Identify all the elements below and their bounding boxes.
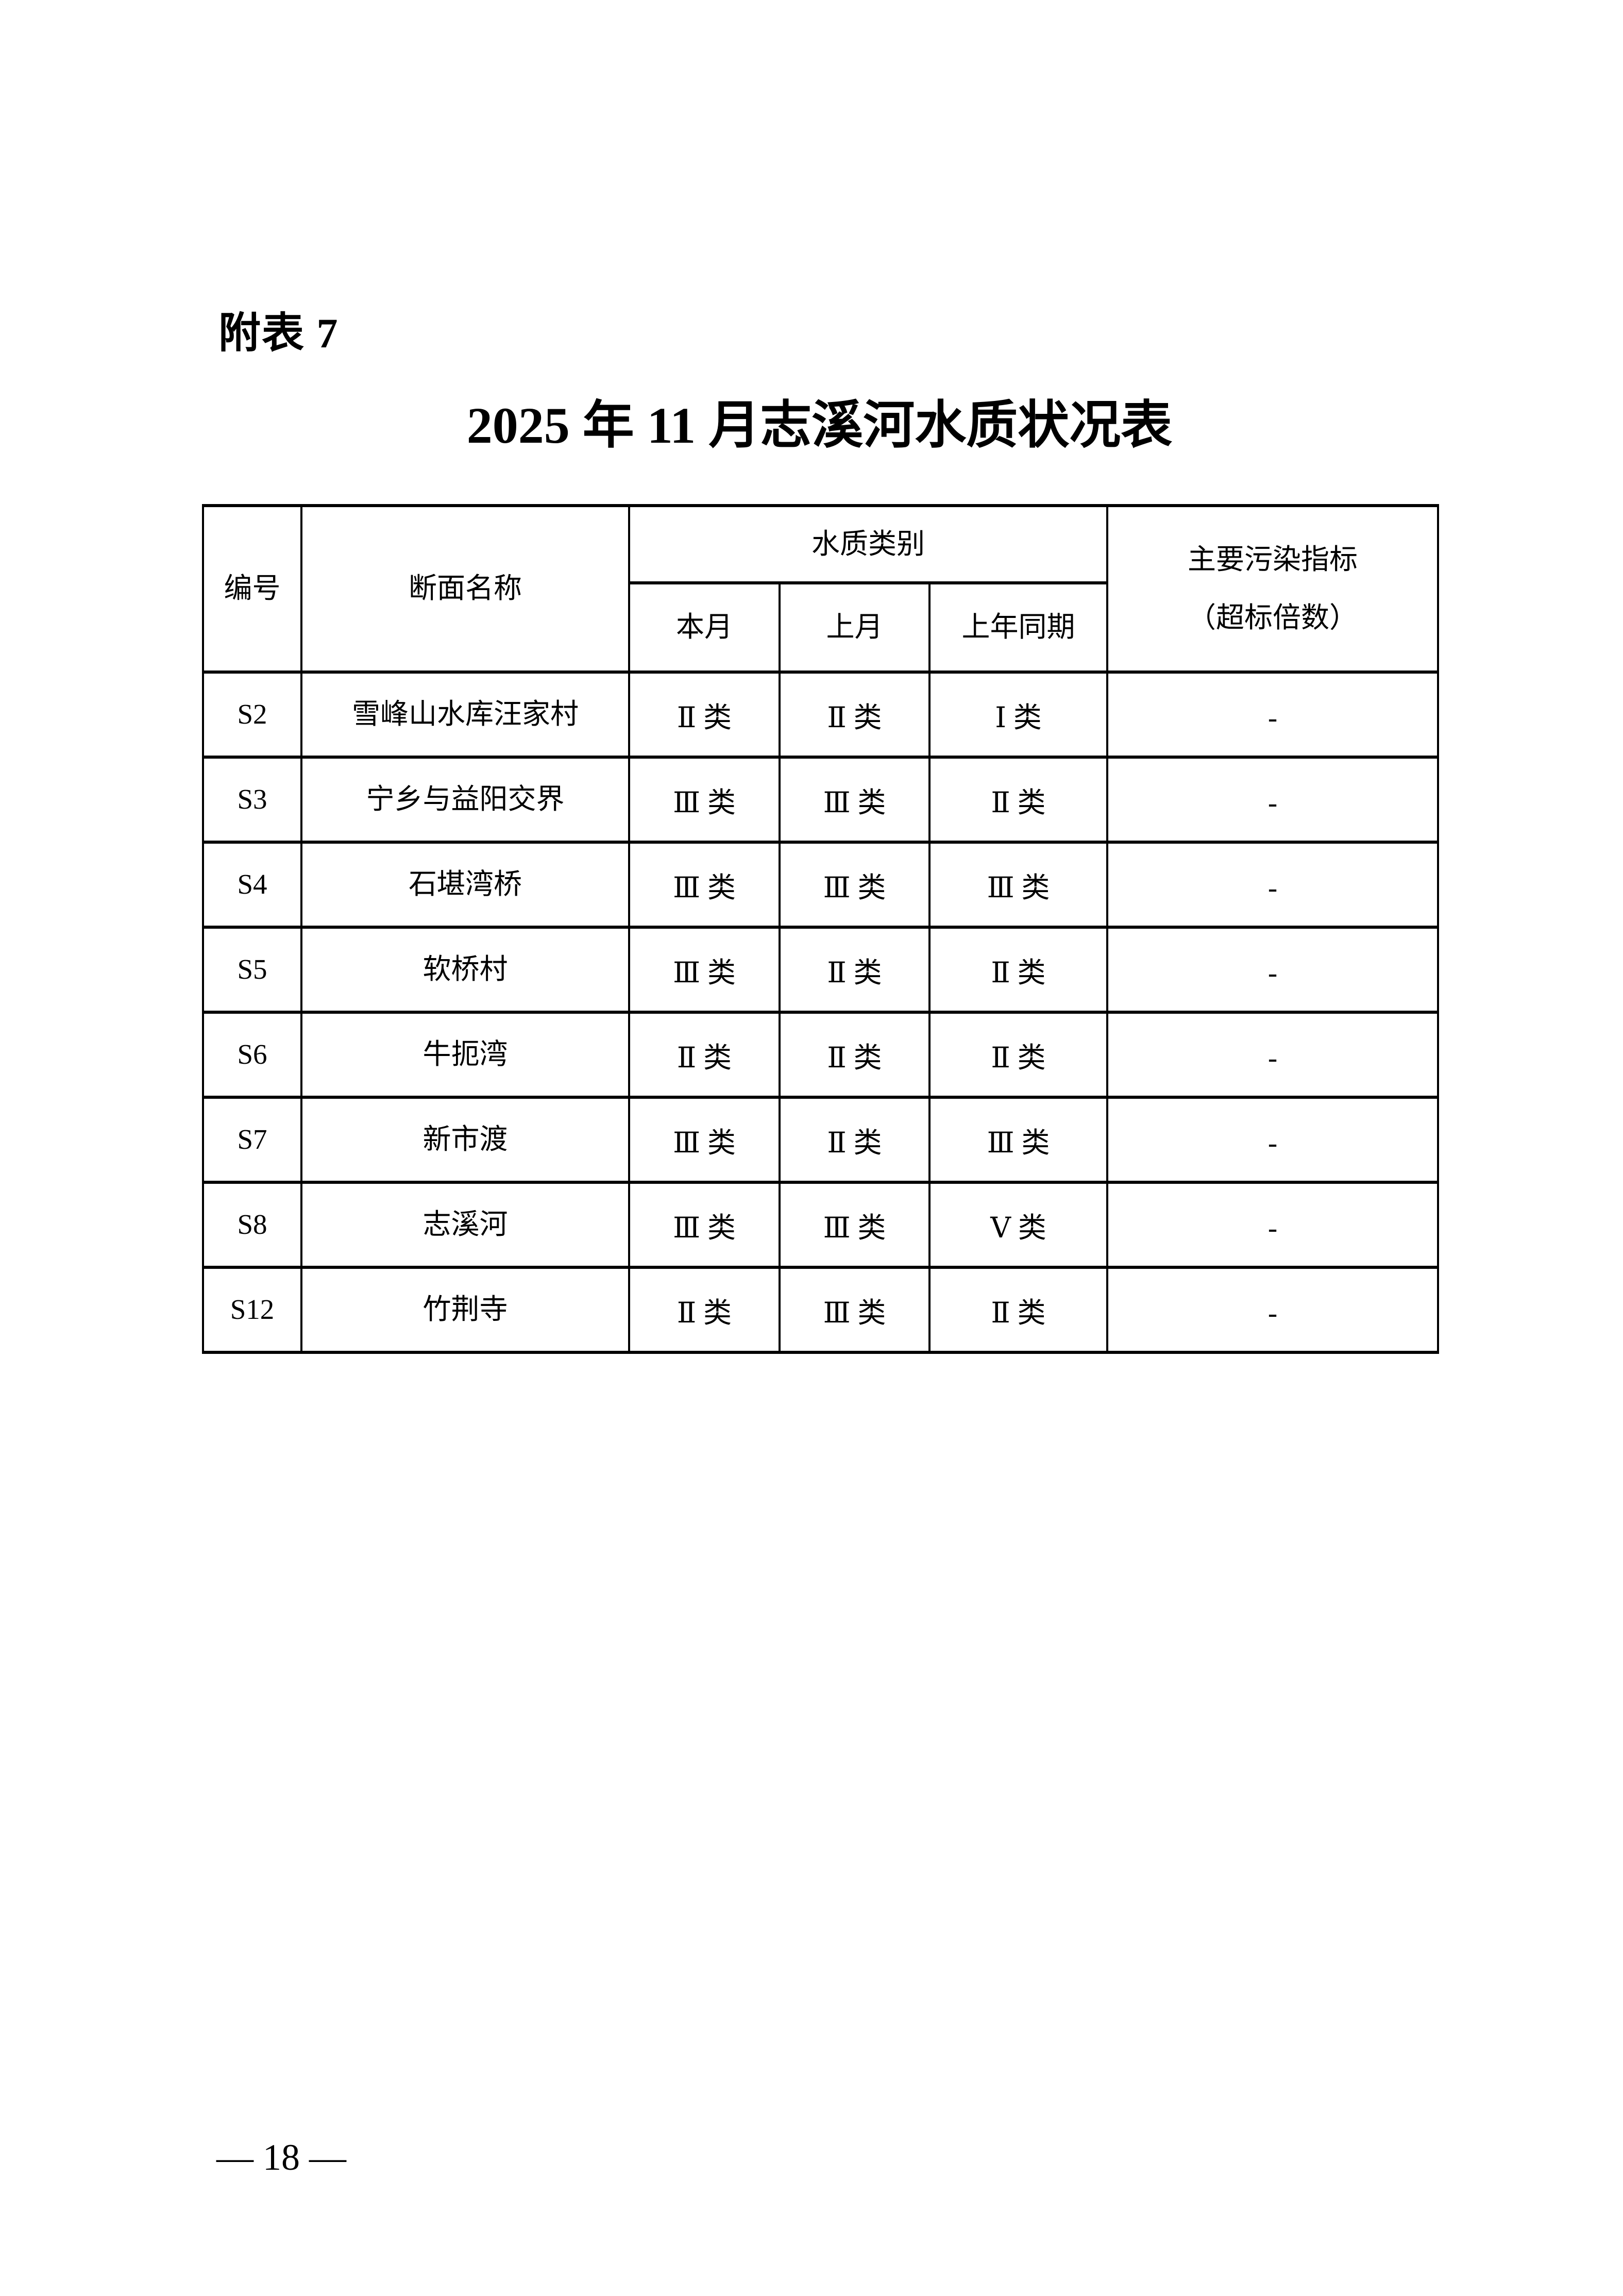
main-pollutants-cell: - [1106,841,1439,929]
last-month-class-cell: Ⅱ 类 [779,671,931,759]
same-period-class-cell: Ⅲ 类 [928,841,1108,929]
same-period-class-cell: Ⅰ 类 [928,671,1108,759]
same-period-class-cell: Ⅱ 类 [928,756,1108,844]
last-month-class-cell: Ⅱ 类 [779,1096,931,1184]
water-quality-table: 编号 断面名称 水质类别 主要污染指标 （超标倍数） 本月 上月 上年同期 S2… [202,504,1439,1354]
row-id-cell: S12 [202,1266,302,1354]
header-this-month: 本月 [628,581,781,674]
main-pollutants-cell: - [1106,671,1439,759]
header-main-pollutants-line2: （超标倍数） [1187,601,1358,633]
row-id-cell: S8 [202,1181,302,1269]
section-name-cell: 牛扼湾 [300,1011,630,1099]
header-main-pollutants: 主要污染指标 （超标倍数） [1106,504,1439,674]
main-pollutants-cell: - [1106,1181,1439,1269]
row-id-cell: S4 [202,841,302,929]
section-name-cell: 石堪湾桥 [300,841,630,929]
same-period-class-cell: Ⅲ 类 [928,1096,1108,1184]
last-month-class-cell: Ⅱ 类 [779,1011,931,1099]
section-name-cell: 雪峰山水库汪家村 [300,671,630,759]
this-month-class-cell: Ⅲ 类 [628,1181,781,1269]
main-pollutants-cell: - [1106,1011,1439,1099]
header-last-month: 上月 [779,581,931,674]
last-month-class-cell: Ⅲ 类 [779,841,931,929]
row-id-cell: S5 [202,926,302,1014]
last-month-class-cell: Ⅲ 类 [779,1181,931,1269]
row-id-cell: S6 [202,1011,302,1099]
last-month-class-cell: Ⅲ 类 [779,1266,931,1354]
table-header-row-1: 编号 断面名称 水质类别 主要污染指标 （超标倍数） [202,504,1439,674]
this-month-class-cell: Ⅲ 类 [628,756,781,844]
same-period-class-cell: Ⅱ 类 [928,1266,1108,1354]
this-month-class-cell: Ⅲ 类 [628,841,781,929]
row-id-cell: S2 [202,671,302,759]
header-section-name: 断面名称 [300,504,630,674]
section-name-cell: 软桥村 [300,926,630,1014]
annex-label: 附表 7 [218,310,339,357]
header-id: 编号 [202,504,302,674]
this-month-class-cell: Ⅱ 类 [628,1266,781,1354]
this-month-class-cell: Ⅱ 类 [628,1011,781,1099]
same-period-class-cell: Ⅱ 类 [928,1011,1108,1099]
last-month-class-cell: Ⅲ 类 [779,756,931,844]
row-id-cell: S3 [202,756,302,844]
same-period-class-cell: Ⅱ 类 [928,926,1108,1014]
page-title: 2025 年 11 月志溪河水质状况表 [466,397,1173,454]
this-month-class-cell: Ⅲ 类 [628,1096,781,1184]
this-month-class-cell: Ⅲ 类 [628,926,781,1014]
header-same-period-last-year: 上年同期 [928,581,1108,674]
main-pollutants-cell: - [1106,926,1439,1014]
row-id-cell: S7 [202,1096,302,1184]
section-name-cell: 志溪河 [300,1181,630,1269]
section-name-cell: 竹荆寺 [300,1266,630,1354]
section-name-cell: 宁乡与益阳交界 [300,756,630,844]
table-header-row-2: 本月 上月 上年同期 [203,581,1438,674]
main-pollutants-cell: - [1106,1266,1439,1354]
page-number: — 18 — [216,2137,346,2178]
main-pollutants-cell: - [1106,756,1439,844]
this-month-class-cell: Ⅱ 类 [628,671,781,759]
header-water-quality-class-group: 水质类别 [628,504,1108,584]
header-main-pollutants-line1: 主要污染指标 [1187,543,1358,575]
same-period-class-cell: Ⅴ 类 [928,1181,1108,1269]
last-month-class-cell: Ⅱ 类 [779,926,931,1014]
section-name-cell: 新市渡 [300,1096,630,1184]
main-pollutants-cell: - [1106,1096,1439,1184]
